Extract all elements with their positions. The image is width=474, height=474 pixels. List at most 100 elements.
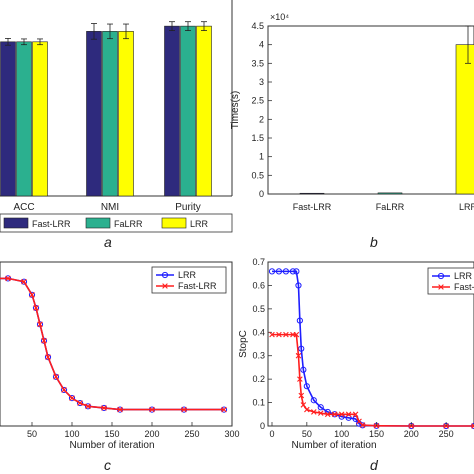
- panel-d-legend-label-lrr: LRR: [454, 271, 473, 281]
- panel-a-bar-chart: ACC NMI Purity Fast-LRR FaLRR LRR: [0, 0, 233, 233]
- panel-c-x-tick-label: 200: [144, 429, 159, 439]
- panel-d-marker-fast-lrr: [293, 331, 300, 338]
- panel-d-x-tick-label: 50: [302, 429, 312, 439]
- panel-c-marker-fast-lrr: [41, 337, 47, 344]
- panel-a-tick-label-nmi: NMI: [101, 202, 119, 213]
- panel-d-y-tick-label: 0.5: [252, 304, 265, 314]
- panel-c-line-chart: 50 100 150 200 250 300 Number of iteration LR…: [0, 261, 240, 451]
- panel-d-marker-fast-lrr: [304, 406, 310, 413]
- panel-d-marker-fast-lrr: [300, 402, 307, 408]
- panel-d-marker-fast-lrr: [311, 409, 317, 415]
- panel-a-bar-falrr-nmi: [102, 31, 118, 197]
- panel-c-x-tick-label: 300: [224, 429, 239, 439]
- panel-b-bar-falrr: [377, 192, 403, 195]
- panel-c-x-tick-label: 50: [27, 429, 37, 439]
- panel-d-marker-fast-lrr: [297, 376, 303, 382]
- panel-a-legend-label-lrr: LRR: [190, 219, 209, 229]
- panel-d-x-tick-label: 250: [439, 429, 454, 439]
- panel-d-marker-lrr: [275, 268, 283, 275]
- panel-a-bar-fast-lrr-nmi: [86, 31, 102, 197]
- panel-d-marker-lrr: [282, 268, 290, 275]
- panel-c-line-fast-lrr: [0, 277, 224, 411]
- panel-c-frame: [0, 261, 233, 427]
- panel-d-y-tick-label: 0.1: [252, 398, 265, 408]
- panel-a-bar-lrr-nmi: [118, 31, 134, 197]
- panel-c-marker-fast-lrr: [45, 354, 51, 360]
- panel-a-bar-lrr-acc: [32, 41, 48, 197]
- panel-d-x-tick-label: 200: [404, 429, 419, 439]
- panel-c-marker-lrr: [60, 386, 68, 394]
- panel-c-x-tick-label: 150: [104, 429, 119, 439]
- panel-d-x-tick-label: 0: [269, 429, 274, 439]
- panel-d-line-chart: StopC 0 0.1 0.2 0.3 0.4 0.5 0.6 0.7 0 50 100 150 20…: [238, 257, 474, 451]
- panel-d-marker-lrr: [317, 404, 324, 411]
- panel-c-marker-fast-lrr: [117, 406, 123, 413]
- panel-d-marker-lrr: [296, 317, 303, 324]
- panel-d-marker-fast-lrr: [317, 410, 324, 416]
- panel-a-bar-lrr-purity: [196, 25, 212, 197]
- panel-b-frame: [267, 25, 474, 195]
- panel-a-tick-label-purity: Purity: [175, 202, 201, 213]
- panel-c-marker-fast-lrr: [149, 406, 155, 413]
- panel-d-marker-fast-lrr: [295, 352, 302, 359]
- panel-a-tick-label-acc: ACC: [13, 202, 34, 213]
- panel-c-legend-label-lrr: LRR: [178, 270, 197, 280]
- panel-c-marker-fast-lrr: [21, 278, 27, 285]
- panel-c-marker-fast-lrr: [37, 321, 43, 328]
- panel-b-y-tick-label: 3: [259, 77, 264, 87]
- panel-d-marker-fast-lrr: [471, 423, 474, 429]
- panel-a-legend-swatch: [3, 217, 29, 229]
- panel-d-marker-fast-lrr: [298, 392, 305, 399]
- panel-b-y-tick-label: 1.5: [251, 133, 264, 143]
- panel-b-y-tick-label: 4: [259, 40, 264, 50]
- panel-b-y-tick-label: 1: [259, 152, 264, 162]
- panel-d-marker-fast-lrr: [324, 411, 331, 418]
- panel-d-y-tick-label: 0.4: [252, 327, 265, 337]
- panel-b-y-tick-label: 0.5: [251, 170, 264, 180]
- panel-c-legend-box: [151, 266, 227, 294]
- panel-a-legend: Fast-LRR FaLRR LRR: [0, 213, 233, 233]
- panel-d-marker-lrr: [345, 414, 352, 421]
- panel-c-marker-fast-lrr: [77, 400, 83, 406]
- panel-c-marker-fast-lrr: [53, 374, 59, 380]
- panel-c-marker-fast-lrr: [33, 305, 39, 311]
- panel-c-marker-fast-lrr: [85, 403, 91, 410]
- panel-a-legend-swatch: [161, 217, 187, 229]
- panel-d-marker-fast-lrr: [352, 411, 359, 418]
- panel-b-y-tick-label: 3.5: [251, 58, 264, 68]
- panel-c-marker-lrr: [52, 373, 60, 380]
- panel-d-marker-lrr: [300, 366, 307, 373]
- panel-a-legend-label-fast-lrr: Fast-LRR: [32, 219, 71, 229]
- panel-d-x-axis-label: Number of iteration: [291, 440, 376, 451]
- panel-d-y-tick-label: 0.3: [252, 351, 265, 361]
- panel-d-legend-marker: [438, 284, 444, 290]
- panel-d-line-fast-lrr: [272, 333, 474, 427]
- panel-a-bar-fast-lrr-acc: [0, 41, 16, 197]
- panel-c-marker-fast-lrr: [5, 275, 11, 282]
- panel-c-legend-marker: [161, 271, 169, 279]
- panel-b-y-axis-label: Times(s): [230, 91, 241, 130]
- panel-a-bar-falrr-purity: [180, 25, 196, 197]
- panel-d-marker-lrr: [293, 268, 300, 275]
- panel-c-legend-label-fast-lrr: Fast-LRR: [178, 281, 217, 291]
- panel-b-x-tick-label-fast-lrr: Fast-LRR: [293, 202, 332, 212]
- panel-c-marker-fast-lrr: [29, 292, 35, 298]
- panel-b-y-tick-label: 0: [259, 189, 264, 199]
- panel-c-x-axis-label: Number of iteration: [69, 440, 154, 451]
- panel-label-a: a: [104, 234, 112, 250]
- panel-c-marker-lrr: [76, 399, 84, 407]
- panel-c-marker-fast-lrr: [101, 405, 107, 411]
- panel-c-x-tick-label: 250: [184, 429, 199, 439]
- panel-label-b: b: [370, 234, 378, 250]
- panel-c-marker-fast-lrr: [221, 406, 227, 413]
- panel-b-bar-chart: ×10⁴ Times(s) 0 0.5 1 1.5 2 2.5 3 3.5 4 4.5 Fast-…: [230, 12, 474, 212]
- panel-d-marker-fast-lrr: [331, 411, 338, 418]
- panel-a-bar-fast-lrr-purity: [164, 25, 180, 197]
- panel-d-marker-fast-lrr: [276, 331, 282, 338]
- panel-d-marker-fast-lrr: [338, 411, 345, 418]
- panel-d-marker-fast-lrr: [359, 422, 366, 428]
- panel-d-y-tick-label: 0.2: [252, 374, 265, 384]
